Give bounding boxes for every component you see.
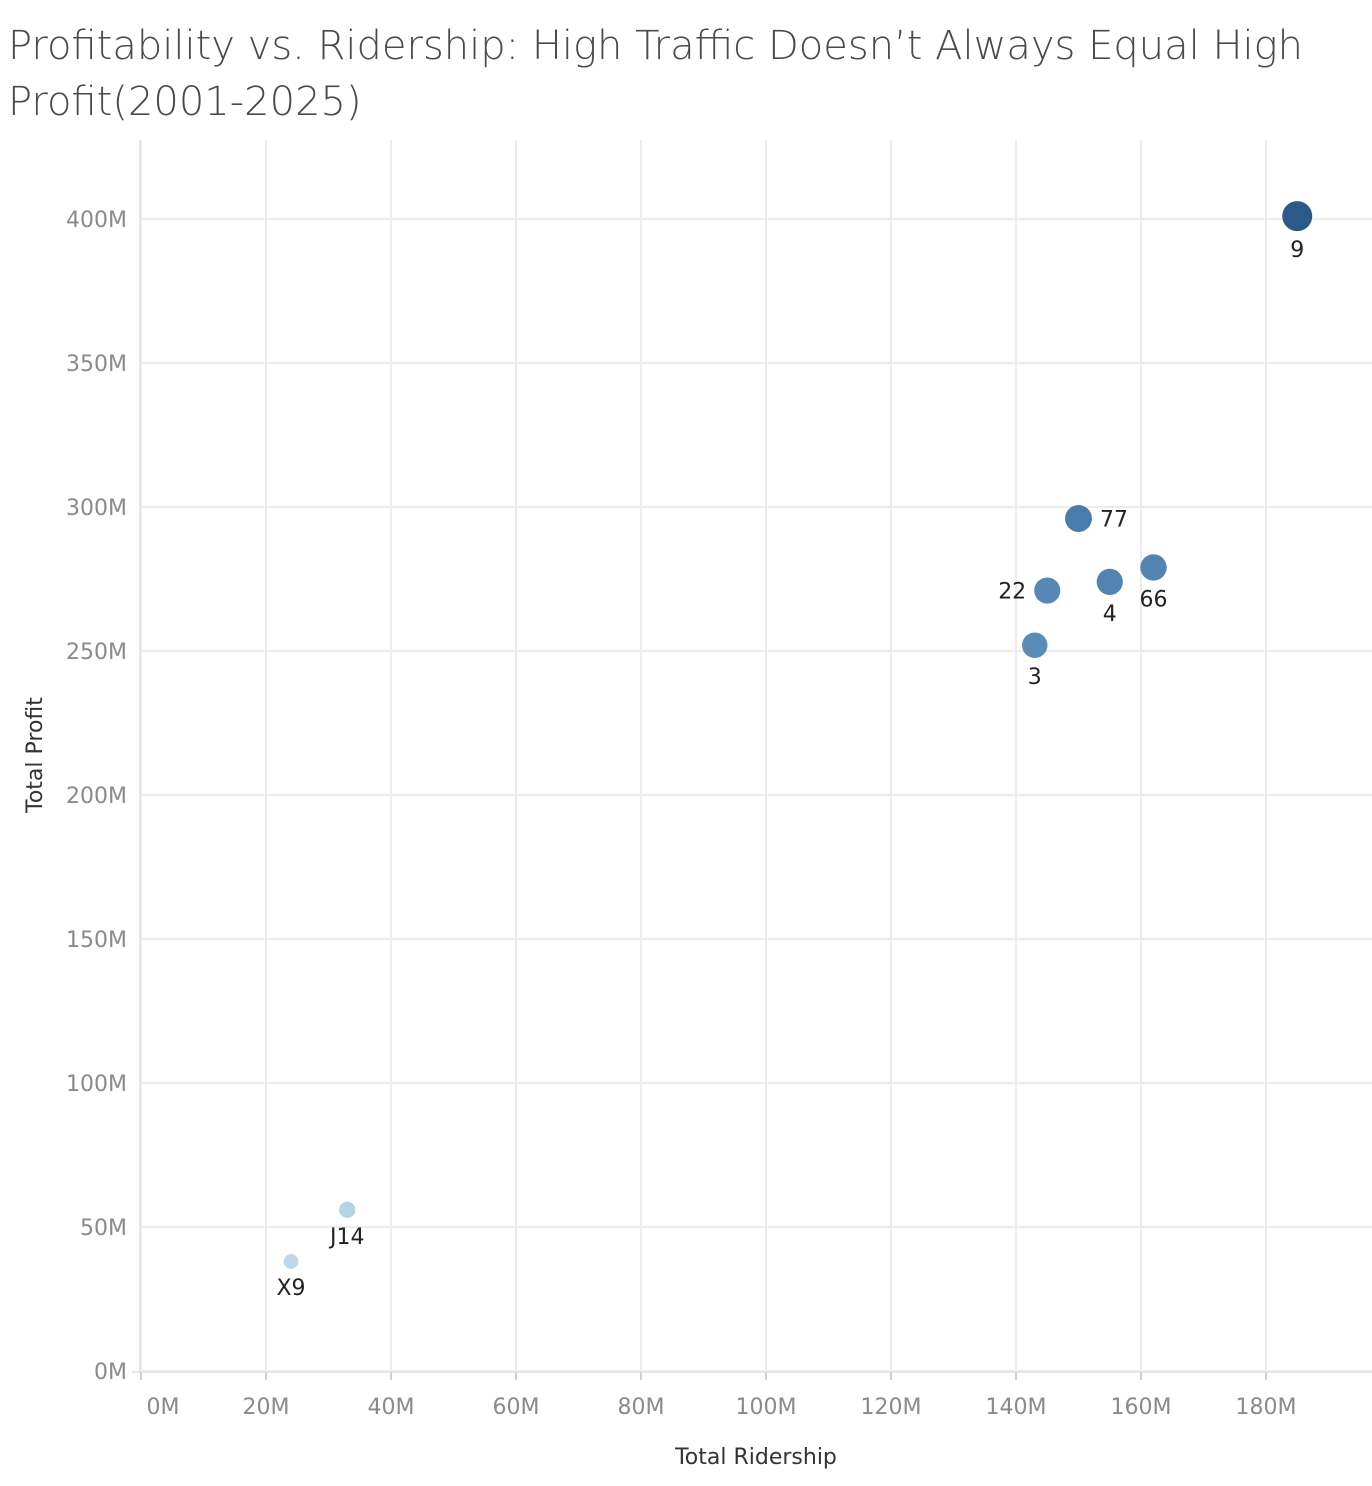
data-point[interactable] [1034, 577, 1061, 604]
x-tick-label: 0M [147, 1395, 180, 1420]
data-point[interactable] [283, 1254, 299, 1269]
y-tick-label: 250M [66, 640, 127, 665]
chart-title: Profitability vs. Ridership: High Traffi… [8, 23, 1303, 125]
data-label: 9 [1290, 238, 1304, 263]
y-tick-label: 300M [66, 496, 127, 521]
data-label: 77 [1100, 508, 1128, 533]
data-label: X9 [276, 1276, 305, 1301]
data-point[interactable] [1282, 201, 1313, 232]
data-point[interactable] [1096, 568, 1123, 595]
x-axis-ticks: 0M 20M 40M 60M 80M 100M 120M 140M 160M 180M [140, 1372, 1297, 1420]
y-tick-label: 400M [66, 208, 127, 233]
data-label: 66 [1140, 588, 1168, 613]
data-points [283, 201, 1313, 1269]
y-axis-title: Total Profit [23, 697, 48, 814]
y-tick-label: 50M [80, 1216, 127, 1241]
data-label: 22 [998, 580, 1026, 605]
y-tick-label: 100M [66, 1072, 127, 1097]
data-point[interactable] [1065, 505, 1092, 532]
x-axis-title: Total Ridership [674, 1445, 837, 1470]
data-point[interactable] [339, 1201, 356, 1218]
x-tick-label: 120M [861, 1395, 922, 1420]
x-tick-label: 60M [493, 1395, 540, 1420]
x-tick-label: 180M [1236, 1395, 1297, 1420]
x-tick-label: 40M [368, 1395, 415, 1420]
gridlines [132, 140, 1372, 1373]
x-tick-label: 140M [986, 1395, 1047, 1420]
x-tick-label: 160M [1111, 1395, 1172, 1420]
data-label: 3 [1028, 665, 1042, 690]
y-tick-label: 150M [66, 928, 127, 953]
data-labels: 9 77 66 4 22 3 J14 X9 [276, 238, 1304, 1301]
y-tick-label: 350M [66, 352, 127, 377]
y-axis-ticks: 0M 50M 100M 150M 200M 250M 300M 350M 400M [66, 208, 127, 1385]
x-tick-label: 20M [243, 1395, 290, 1420]
data-label: 4 [1103, 602, 1117, 627]
data-label: J14 [328, 1225, 364, 1250]
y-tick-label: 200M [66, 784, 127, 809]
data-point[interactable] [1022, 632, 1048, 658]
x-tick-label: 80M [618, 1395, 665, 1420]
x-tick-label: 100M [736, 1395, 797, 1420]
data-point[interactable] [1140, 554, 1167, 581]
y-tick-label: 0M [94, 1360, 127, 1385]
